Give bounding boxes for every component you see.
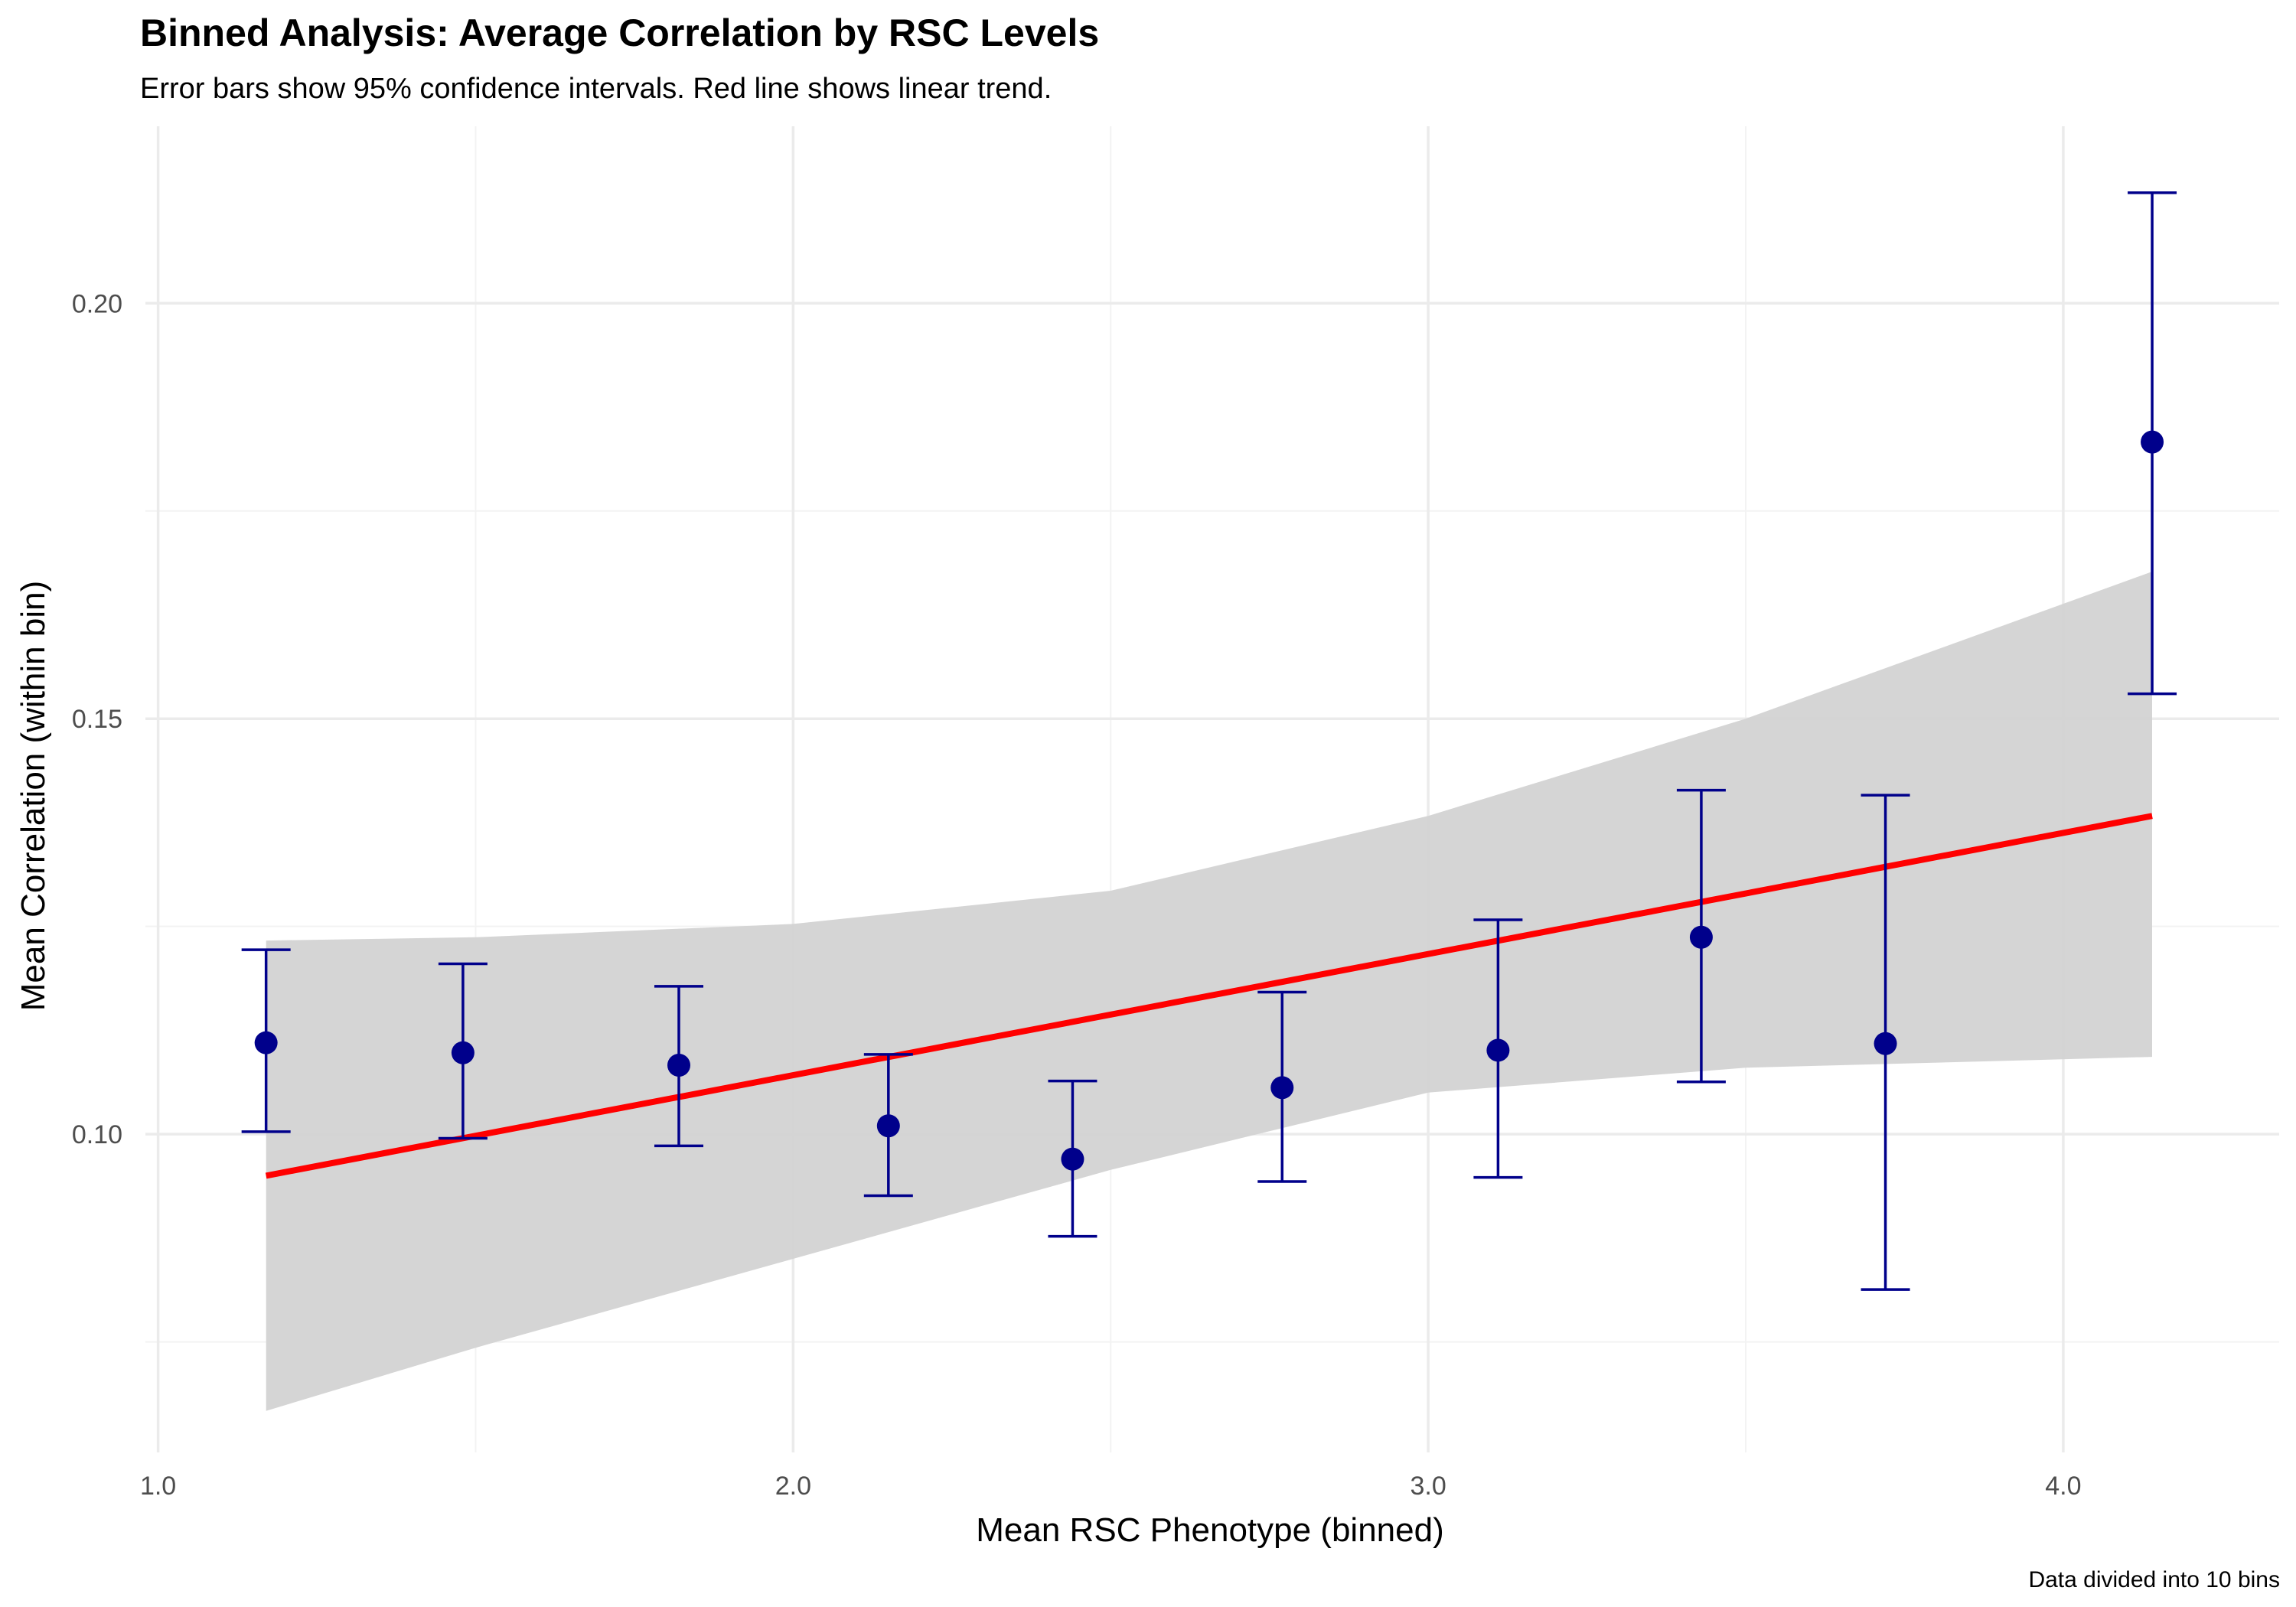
data-point <box>1689 925 1713 949</box>
confidence-band <box>266 572 2153 1411</box>
data-point <box>254 1031 278 1054</box>
x-axis-title: Mean RSC Phenotype (binned) <box>976 1511 1443 1549</box>
trend-line-layer <box>265 813 2153 1179</box>
y-axis-title: Mean Correlation (within bin) <box>15 581 52 1011</box>
data-point <box>1874 1032 1897 1055</box>
x-tick-label: 2.0 <box>775 1472 811 1501</box>
data-point <box>1486 1038 1510 1062</box>
x-tick-label: 4.0 <box>2045 1472 2081 1501</box>
y-tick-label: 0.15 <box>72 705 122 734</box>
confidence-band-layer <box>266 572 2153 1411</box>
chart-title: Binned Analysis: Average Correlation by … <box>140 11 1099 54</box>
data-point <box>667 1053 690 1077</box>
data-point <box>1061 1147 1084 1171</box>
data-point <box>876 1114 900 1138</box>
x-axis-ticks: 1.0 2.0 3.0 4.0 <box>140 1472 2082 1501</box>
y-tick-label: 0.20 <box>72 289 122 318</box>
points-layer <box>254 430 2164 1171</box>
data-point <box>451 1041 475 1064</box>
data-point <box>1270 1076 1294 1100</box>
x-tick-label: 1.0 <box>140 1472 176 1501</box>
trend-line <box>265 813 2153 1179</box>
y-tick-label: 0.10 <box>72 1120 122 1149</box>
x-tick-label: 3.0 <box>1410 1472 1446 1501</box>
y-axis-ticks: 0.10 0.15 0.20 <box>72 289 122 1149</box>
chart-caption: Data divided into 10 bins <box>2028 1567 2280 1592</box>
data-point <box>2141 430 2164 454</box>
chart-subtitle: Error bars show 95% confidence intervals… <box>140 73 1052 105</box>
